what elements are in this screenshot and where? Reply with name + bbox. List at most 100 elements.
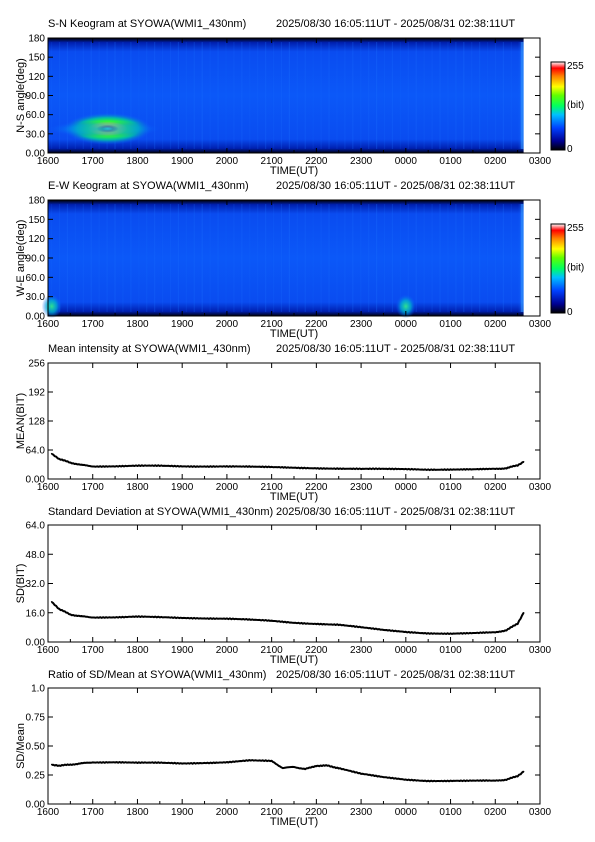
data-point <box>226 617 228 620</box>
x-axis-label: TIME(UT) <box>270 654 318 666</box>
colorbar-unit-label: (bit) <box>567 263 584 274</box>
x-tick-label: 1600 <box>37 807 60 818</box>
keogram-streak <box>90 204 92 312</box>
keogram-streak <box>518 42 520 149</box>
y-tick-label: 0.00 <box>26 149 46 160</box>
data-point <box>91 465 94 468</box>
keogram-streak <box>391 204 394 312</box>
x-tick-label: 1600 <box>37 156 60 167</box>
keogram-streak <box>138 204 140 312</box>
keogram-streak <box>249 204 251 312</box>
x-tick-label: 0300 <box>529 807 552 818</box>
x-tick-label: 2300 <box>350 482 373 493</box>
time-range-label: 2025/08/30 16:05:11UT - 2025/08/31 02:38… <box>276 180 515 192</box>
keogram-streak <box>415 204 417 312</box>
colorbar <box>550 223 566 314</box>
keogram-streak <box>486 42 489 149</box>
data-point <box>427 468 429 471</box>
keogram-streak <box>407 204 409 312</box>
keogram-streak <box>82 42 84 149</box>
y-tick-label: 192 <box>28 388 45 399</box>
panel-title: S-N Keogram at SYOWA(WMI1_430nm) <box>48 18 246 30</box>
y-axis-label: W-E angle(deg) <box>15 220 27 297</box>
data-point <box>270 760 273 762</box>
data-point <box>69 763 72 766</box>
x-tick-label: 1900 <box>171 319 194 330</box>
keogram-streak <box>320 204 322 312</box>
data-point <box>405 631 407 633</box>
data-point <box>382 468 385 470</box>
keogram-streak <box>66 204 69 312</box>
x-axis-label: TIME(UT) <box>270 328 318 340</box>
keogram-background <box>48 200 524 316</box>
data-point <box>270 466 273 469</box>
keogram-streak <box>518 204 520 312</box>
colorbar-min-label: 0 <box>567 144 573 155</box>
keogram-streak <box>130 204 132 312</box>
keogram-streak <box>439 42 441 149</box>
x-tick-label: 2100 <box>261 319 284 330</box>
plot-frame <box>47 524 541 643</box>
colorbar-unit-label: (bit) <box>567 100 584 111</box>
keogram-streak <box>502 42 505 149</box>
keogram-streak <box>494 42 497 149</box>
keogram-streak <box>510 42 512 149</box>
keogram-streak <box>225 42 227 149</box>
data-point <box>505 467 508 469</box>
y-tick-label: 0.00 <box>26 312 46 323</box>
keogram-streak <box>98 204 100 312</box>
x-tick-label: 1600 <box>37 482 60 493</box>
x-tick-label: 1600 <box>37 645 60 656</box>
keogram-streak <box>201 42 203 149</box>
x-tick-label: 1900 <box>171 482 194 493</box>
x-tick-label: 0000 <box>395 807 418 818</box>
data-point <box>494 631 497 634</box>
keogram-streak <box>249 42 251 149</box>
y-tick-label: 0.00 <box>26 800 46 811</box>
data-point <box>270 620 273 622</box>
data-point <box>282 767 284 769</box>
keogram-streak <box>399 42 401 149</box>
keogram-streak <box>98 42 100 149</box>
keogram-streak <box>58 204 61 312</box>
data-point <box>326 764 329 767</box>
x-tick-label: 0300 <box>529 156 552 167</box>
keogram-streak <box>209 42 211 149</box>
keogram-streak <box>439 204 441 312</box>
keogram-streak <box>209 204 211 312</box>
keogram-spot <box>41 294 62 319</box>
keogram-enhancement <box>47 121 160 138</box>
y-tick-label: 150 <box>28 53 45 64</box>
x-tick-label: 0200 <box>484 645 507 656</box>
data-point <box>427 632 429 635</box>
keogram-streak <box>280 42 283 149</box>
data-point <box>293 466 295 469</box>
y-tick-label: 60.0 <box>26 110 46 121</box>
keogram-streak <box>455 204 457 312</box>
data-point <box>58 608 60 610</box>
x-tick-label: 2300 <box>350 645 373 656</box>
x-tick-label: 0100 <box>439 319 462 330</box>
keogram-streak <box>312 42 314 149</box>
keogram-streak <box>146 42 148 149</box>
keogram-streak <box>336 42 338 149</box>
keogram-streak <box>328 42 330 149</box>
data-point <box>405 778 407 781</box>
data-point <box>50 600 53 603</box>
keogram-streak <box>494 204 497 312</box>
data-point <box>494 780 497 782</box>
keogram-streak <box>233 42 235 149</box>
panel-title: Standard Deviation at SYOWA(WMI1_430nm) <box>48 506 273 518</box>
keogram-streak <box>312 204 314 312</box>
data-point <box>80 615 83 618</box>
keogram-streak <box>368 204 370 312</box>
data-point <box>181 465 183 468</box>
colorbar-min-label: 0 <box>567 307 573 318</box>
keogram-spot <box>395 294 416 319</box>
y-tick-label: 30.0 <box>26 129 46 140</box>
y-tick-label: 64.0 <box>26 446 46 457</box>
keogram-streak <box>479 42 481 149</box>
x-tick-label: 2200 <box>305 156 328 167</box>
keogram-streak <box>344 42 346 149</box>
x-tick-label: 2000 <box>216 156 239 167</box>
